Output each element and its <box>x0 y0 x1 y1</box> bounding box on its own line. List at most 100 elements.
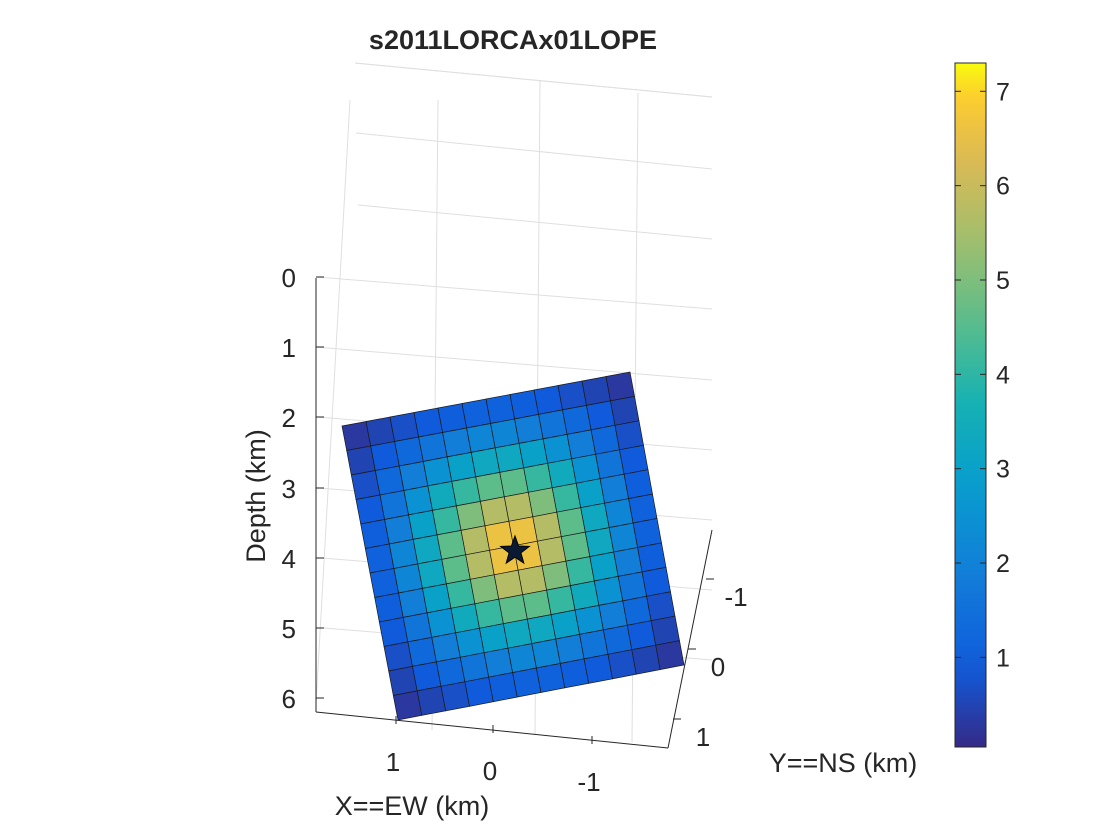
fault-patch <box>440 681 470 712</box>
fault-patch <box>374 465 405 496</box>
fault-patch <box>483 647 514 678</box>
fault-patch <box>581 376 611 406</box>
fault-patch <box>479 623 509 654</box>
colorbar-ticks: 1 2 3 4 5 6 7 <box>955 78 1010 672</box>
y-axis-label: Y==NS (km) <box>769 748 918 778</box>
fault-patch <box>350 470 381 500</box>
colorbar-tick-label: 7 <box>996 78 1010 106</box>
fault-patch <box>498 594 528 625</box>
colorbar-tick-label: 2 <box>996 550 1010 578</box>
fault-patch <box>641 566 671 597</box>
fault-patch <box>407 636 437 667</box>
fault-patch <box>422 583 452 614</box>
fault-patch <box>436 529 467 560</box>
fault-patch <box>417 558 447 589</box>
fault-patch <box>378 616 409 647</box>
fault-patch <box>450 603 480 634</box>
fault-patch <box>562 404 592 435</box>
fault-patch <box>388 665 418 696</box>
fault-patch <box>536 536 567 567</box>
fault-patch <box>583 653 613 684</box>
fault-patch <box>531 638 561 669</box>
fault-patch <box>584 527 615 558</box>
axes-box <box>315 278 713 749</box>
z-tick-label: 2 <box>282 403 296 433</box>
fault-patch <box>619 444 649 475</box>
grid-line <box>315 99 351 705</box>
fault-patch <box>426 607 457 638</box>
fault-patch <box>610 395 640 426</box>
fault-patch <box>412 661 442 692</box>
fault-patch <box>655 640 685 671</box>
fault-patch <box>626 620 657 651</box>
fault-patch <box>392 690 423 721</box>
colorbar-tick-label: 3 <box>996 456 1010 484</box>
fault-patch <box>623 469 653 500</box>
fault-patch <box>602 624 633 655</box>
fault-patch <box>628 493 658 524</box>
z-tick-label: 1 <box>282 333 296 363</box>
x-tick-label: 1 <box>386 747 400 777</box>
fault-patch <box>364 543 395 574</box>
grid-line <box>315 346 713 381</box>
fault-patch <box>574 604 604 635</box>
axis-ticks: 0 1 2 3 4 5 6 1 0 -1 -1 0 1 <box>282 263 748 797</box>
fault-patch <box>532 511 562 542</box>
fault-patch <box>631 644 661 675</box>
fault-patch <box>617 571 648 602</box>
fault-patch <box>509 389 540 420</box>
fault-patch <box>360 519 390 549</box>
fault-patch <box>441 554 471 585</box>
fault-patch <box>355 494 386 525</box>
fault-patches <box>341 371 685 721</box>
colorbar-tick-label: 4 <box>996 361 1010 389</box>
fault-patch <box>394 436 424 467</box>
fault-patch <box>550 609 581 640</box>
z-axis-label: Depth (km) <box>241 429 271 563</box>
fault-patch <box>579 629 609 660</box>
fault-patch <box>608 522 639 553</box>
fault-patch <box>522 589 552 620</box>
fault-patch <box>459 652 490 683</box>
fault-patch <box>413 407 444 438</box>
fault-patch <box>470 447 501 478</box>
fault-patch <box>502 618 533 649</box>
fault-patch <box>565 556 595 587</box>
fault-patch <box>412 534 443 565</box>
fault-patch <box>485 394 516 424</box>
fault-patch <box>556 507 586 538</box>
fault-patch <box>445 578 476 609</box>
x-tick-label: -1 <box>577 767 600 797</box>
fault-patch <box>575 478 606 509</box>
colorbar-tick-label: 1 <box>996 644 1010 672</box>
fault-patch <box>551 482 582 513</box>
fault-patch <box>490 418 520 449</box>
fault-patch <box>493 569 524 600</box>
fault-patch <box>469 574 500 605</box>
x-tick-label: 0 <box>483 756 497 786</box>
y-tick-label: 1 <box>696 722 710 752</box>
y-axis-line <box>667 529 713 749</box>
fault-patch <box>488 672 518 703</box>
z-tick-label: 0 <box>282 263 296 293</box>
z-tick-label: 5 <box>282 614 296 644</box>
fault-patch <box>370 441 400 471</box>
colorbar-tick-label: 6 <box>996 173 1010 201</box>
fault-patch <box>431 632 461 663</box>
grid-line <box>354 62 713 98</box>
chart-title: s2011LORCAx01LOPE <box>369 25 657 55</box>
fault-patch <box>571 453 601 484</box>
fault-patch <box>590 424 620 455</box>
fault-patch <box>474 598 504 629</box>
fault-patch <box>605 371 635 402</box>
fault-patch <box>479 496 510 527</box>
fault-patch <box>499 467 529 498</box>
fault-patch <box>557 380 587 411</box>
fault-patch <box>446 451 477 482</box>
fault-patch <box>503 491 534 522</box>
fault-patch <box>465 549 495 580</box>
fault-patch <box>383 641 413 672</box>
fault-patch <box>538 409 568 440</box>
fault-patch <box>374 592 404 623</box>
